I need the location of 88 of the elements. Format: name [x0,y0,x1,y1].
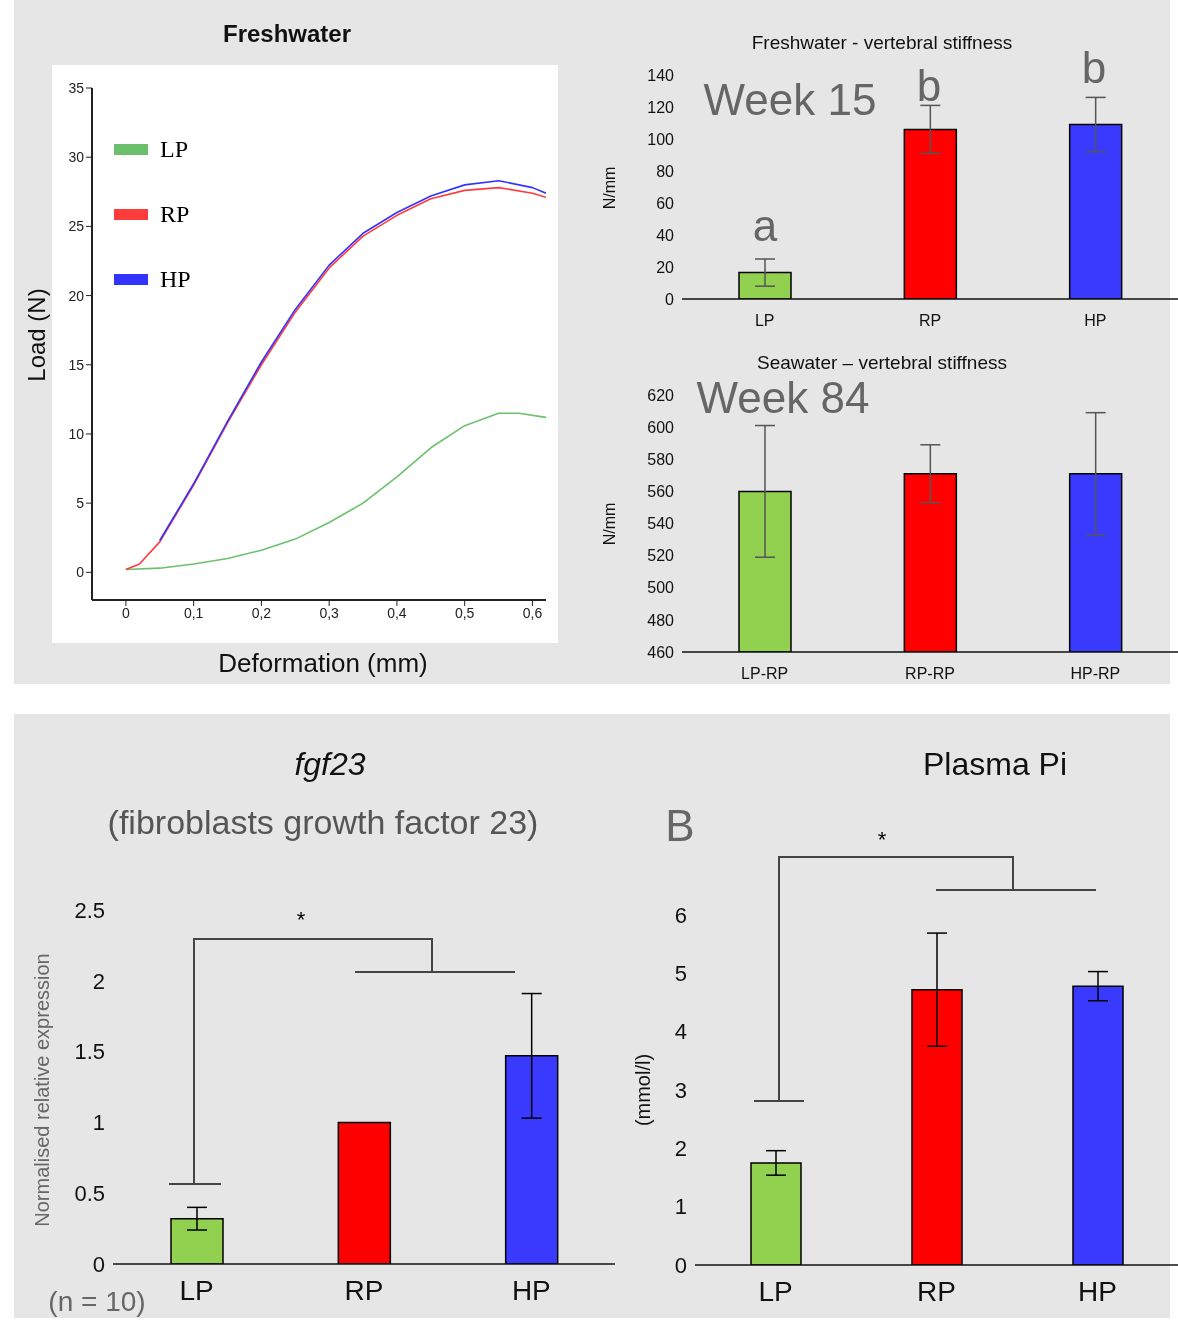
x-tick-label: RP-RP [905,665,955,683]
y-tick-label: 25 [68,218,85,235]
y-tick-label: 1 [674,1194,687,1220]
annotation: Week 84 [696,373,870,423]
y-tick-label: 620 [647,386,675,404]
y-tick-label: 580 [647,450,675,468]
x-tick-label: 0,6 [522,604,543,621]
y-tick-label: 10 [68,425,85,442]
x-tick-label: 0,5 [454,604,475,621]
x-tick-label: RP [917,1275,956,1307]
y-tick-label: 480 [647,611,675,629]
y-tick-label: 100 [647,130,675,148]
x-tick-label: RP [344,1274,384,1306]
y-tick-label: 5 [674,961,687,987]
y-tick-label: 600 [647,418,675,436]
x-tick-label: HP [1078,1275,1117,1307]
x-tick-label: RP [918,312,942,330]
y-tick-label: 2 [674,1136,687,1162]
x-tick-label: LP-RP [741,665,789,683]
bar [738,271,792,299]
chart-title: fgf23 [294,746,366,783]
y-tick-label: 35 [68,79,85,96]
text: B [665,801,695,851]
y-tick-label: 30 [68,149,85,166]
y-tick-label: 2.5 [74,897,105,923]
x-tick-label: HP-RP [1070,665,1121,683]
y-tick-label: 2 [92,968,105,994]
bar [337,1121,392,1264]
y-tick-label: 1 [92,1110,105,1136]
chart-title: Plasma Pi [922,746,1068,783]
annotation: * [296,907,306,933]
chart-title: Seawater – vertebral stiffness [757,352,1007,374]
y-tick-label: 0 [665,290,675,308]
bar [903,128,958,299]
text: (n = 10) [48,1286,146,1318]
y-tick-label: 3 [674,1077,687,1103]
y-tick-label: 40 [656,226,675,244]
y-axis-title: Normalised relative expression [30,953,54,1227]
x-tick-label: 0,2 [251,604,272,621]
y-tick-label: 6 [674,902,687,928]
y-axis-title: N/mm [601,166,619,210]
chart-subtitle: (fibroblasts growth factor 23) [107,803,539,842]
y-tick-label: 20 [68,287,85,304]
chart-title: Freshwater [222,20,352,48]
y-tick-label: 5 [76,495,85,512]
x-tick-label: 0 [121,604,130,621]
y-axis-title: (mmol/l) [631,1053,655,1127]
x-tick-label: LP [758,1275,793,1307]
x-tick-label: 0,3 [319,604,340,621]
x-tick-label: HP [511,1274,551,1306]
y-tick-label: 120 [647,98,675,116]
y-tick-label: 540 [647,515,675,533]
annotation: Week 15 [703,75,877,125]
y-tick-label: 0 [674,1252,687,1278]
annotation: b [1081,43,1107,93]
x-axis-title: Deformation (mm) [218,648,428,679]
y-tick-label: 80 [656,162,675,180]
y-tick-label: 20 [656,258,675,276]
y-tick-label: 560 [647,483,675,501]
x-tick-label: 0,1 [183,604,204,621]
x-tick-label: LP [179,1274,214,1306]
y-axis-title: N/mm [601,502,619,546]
x-tick-label: HP [1084,312,1107,330]
line-series [125,412,546,571]
text: * [877,827,887,853]
x-tick-label: 0,4 [387,604,407,621]
x-tick-label: LP [754,312,775,330]
y-tick-label: 15 [68,356,85,373]
y-tick-label: 60 [656,194,675,212]
chart-title: Freshwater - vertebral stiffness [751,32,1013,54]
line-series [158,179,546,542]
annotation: b [916,61,942,111]
legend-label: RP [160,201,190,228]
y-axis-title: Load (N) [23,288,51,382]
bar [1068,123,1123,299]
annotation: a [752,201,778,251]
y-tick-label: 460 [647,643,675,661]
y-tick-label: 520 [647,547,675,565]
y-tick-label: 140 [647,66,675,84]
line-series [125,186,546,571]
y-tick-label: 500 [647,579,675,597]
y-tick-label: 0 [76,564,85,581]
y-tick-label: 4 [674,1019,687,1045]
y-tick-label: 0.5 [74,1181,105,1207]
y-tick-label: 0 [92,1251,105,1277]
legend-label: LP [160,136,189,163]
legend-label: HP [160,266,191,293]
y-tick-label: 1.5 [74,1039,105,1065]
